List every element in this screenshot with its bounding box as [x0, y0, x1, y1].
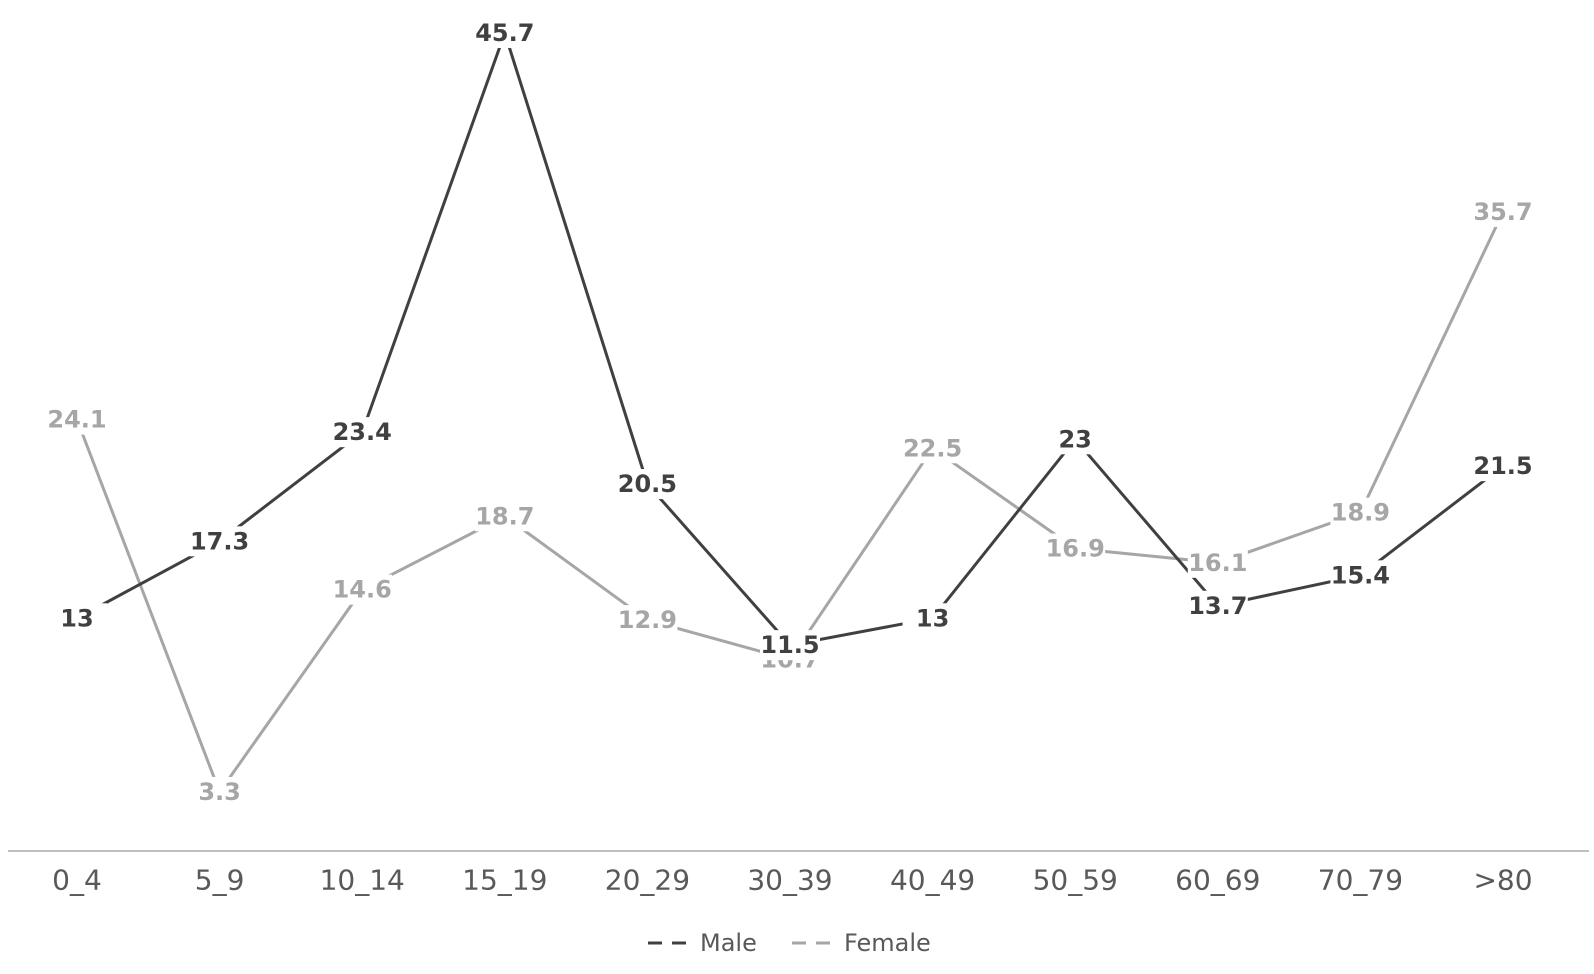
data-label-female: 3.3 [198, 778, 241, 806]
data-label-bg-male [617, 469, 678, 500]
x-tick-label: 50_59 [1033, 864, 1118, 897]
x-tick-label: 10_14 [320, 864, 405, 897]
series-line-female [75, 211, 1505, 796]
data-label-bg-female [189, 776, 250, 807]
data-label-male: 13 [916, 604, 949, 632]
data-label-male: 13.7 [1188, 592, 1247, 620]
data-label-female: 16.1 [1188, 549, 1247, 577]
x-tick-label: 15_19 [462, 864, 547, 897]
x-axis-tick-labels: 0_4 5_9 10_14 15_19 20_29 30_39 40_49 50_59 60_6… [52, 864, 1532, 897]
x-tick-label: 40_49 [890, 864, 975, 897]
data-label-bg-female [617, 605, 678, 636]
data-label-bg-female [902, 433, 963, 464]
data-label-bg-male [332, 417, 393, 448]
data-label-bg-male [474, 17, 535, 48]
data-label-bg-male [1473, 451, 1533, 482]
data-label-female: 24.1 [47, 406, 106, 434]
data-label-bg-male [902, 603, 963, 634]
data-label-bg-female [47, 404, 107, 435]
data-label-female: 18.9 [1331, 499, 1390, 527]
data-label-bg-male [189, 526, 250, 557]
data-label-female: 22.5 [903, 434, 962, 462]
data-label-bg-female [1187, 547, 1248, 578]
x-tick-label: 20_29 [605, 864, 690, 897]
data-label-female: 14.6 [333, 576, 392, 604]
data-label-female: 16.9 [1046, 534, 1105, 562]
x-tick-label: 60_69 [1175, 864, 1260, 897]
data-label-bg-female [474, 501, 535, 532]
data-label-bg-male [1045, 424, 1106, 455]
data-label-male: 15.4 [1331, 561, 1390, 589]
data-label-bg-male [760, 630, 820, 661]
data-label-male: 20.5 [618, 470, 677, 498]
legend-label-male: Male [700, 929, 757, 957]
data-label-male: 17.3 [190, 527, 249, 555]
x-tick-label: 30_39 [747, 864, 832, 897]
data-label-male: 23 [1058, 425, 1091, 453]
data-label-female: 35.7 [1473, 198, 1532, 226]
data-label-male: 11.5 [760, 631, 819, 659]
series-layer [75, 28, 1505, 796]
data-label-female: 12.9 [618, 606, 677, 634]
data-label-layer: 24.13.314.618.712.910.722.516.916.118.93… [47, 17, 1533, 807]
x-tick-label: 70_79 [1318, 864, 1403, 897]
series-line-male [76, 28, 1504, 647]
data-label-bg-male [1330, 560, 1391, 591]
legend: Male Female [648, 929, 931, 957]
data-label-bg-male [47, 603, 107, 634]
data-label-male: 13 [60, 604, 93, 632]
x-tick-label: >80 [1473, 864, 1532, 897]
data-label-male: 23.4 [333, 418, 392, 446]
data-label-female: 18.7 [475, 502, 534, 530]
data-label-bg-female [1330, 497, 1391, 528]
data-label-male: 45.7 [475, 19, 534, 47]
legend-label-female: Female [844, 929, 931, 957]
data-label-bg-female [332, 574, 393, 605]
x-tick-label: 5_9 [195, 864, 245, 897]
data-label-male: 21.5 [1473, 452, 1532, 480]
data-label-bg-female [1473, 196, 1533, 227]
data-label-bg-male [1187, 590, 1248, 621]
data-label-bg-female [1045, 533, 1106, 564]
x-tick-label: 0_4 [52, 864, 102, 897]
